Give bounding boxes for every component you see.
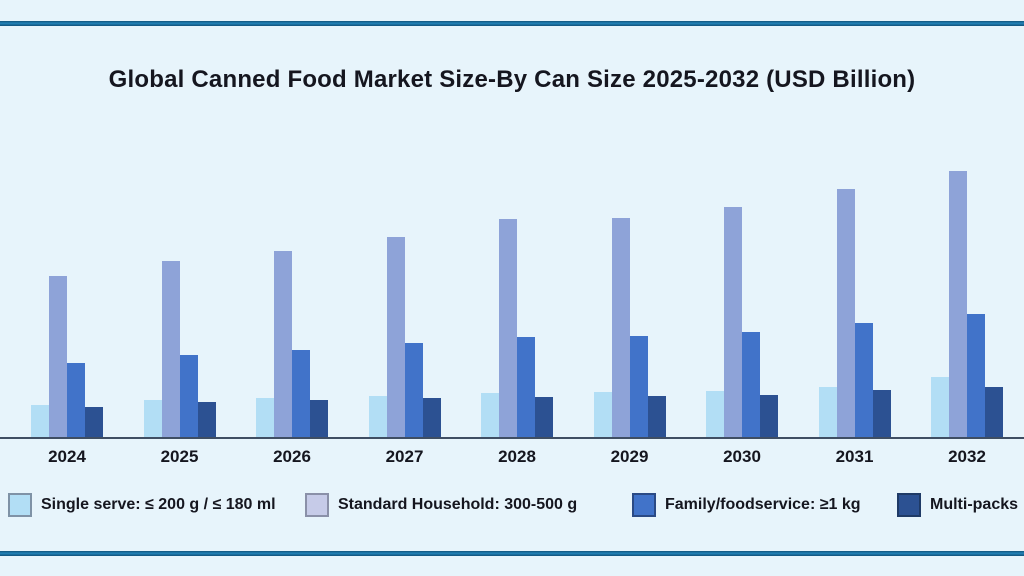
bar-group-2030 — [706, 207, 778, 437]
legend-swatch-multi-packs — [897, 493, 921, 517]
bar — [985, 387, 1003, 437]
legend-swatch-family-foodservice — [632, 493, 656, 517]
bar — [611, 218, 630, 437]
bar — [742, 332, 760, 437]
bar — [481, 393, 499, 437]
bar-group-2028 — [481, 219, 553, 437]
x-axis-line — [0, 437, 1024, 439]
bar — [931, 377, 949, 437]
bar — [67, 363, 85, 437]
x-axis-label-2032: 2032 — [948, 447, 986, 466]
x-axis-label-2028: 2028 — [498, 447, 536, 466]
bar — [49, 276, 67, 437]
bar-group-2031 — [818, 189, 891, 437]
bar — [197, 402, 216, 437]
bar — [422, 398, 441, 437]
legend-label-family-foodservice: Family/foodservice: ≥1 kg — [665, 496, 861, 513]
bar — [499, 219, 517, 437]
bar — [310, 400, 328, 437]
legend-item-multi-packs: Multi-packs — [897, 493, 1018, 517]
bar — [85, 407, 103, 437]
bar-group-2032 — [931, 171, 1003, 437]
legend-item-single-serve: Single serve: ≤ 200 g / ≤ 180 ml — [8, 493, 276, 517]
bar-group-2026 — [256, 251, 328, 437]
bar — [593, 392, 612, 437]
x-axis-label-2030: 2030 — [723, 447, 761, 466]
bar — [629, 336, 648, 437]
bar-group-2029 — [593, 218, 666, 437]
bar — [872, 390, 891, 437]
bar — [31, 405, 49, 437]
chart-title: Global Canned Food Market Size-By Can Si… — [108, 66, 916, 93]
legend-label-multi-packs: Multi-packs — [930, 496, 1019, 513]
bar — [143, 400, 162, 437]
top-divider-rule — [0, 21, 1024, 26]
bar — [836, 189, 855, 437]
legend-label-standard-household: Standard Household: 300-500 g — [338, 496, 578, 513]
bar — [760, 395, 778, 437]
x-axis-label-2027: 2027 — [385, 447, 424, 466]
bar — [386, 237, 405, 437]
bar — [724, 207, 742, 437]
bar — [368, 396, 387, 437]
bar-group-2027 — [368, 237, 441, 437]
bar — [535, 397, 553, 437]
bar — [647, 396, 666, 437]
x-axis-label-2024: 2024 — [48, 447, 86, 466]
bar — [161, 261, 180, 437]
bar — [256, 398, 274, 437]
bar — [179, 355, 198, 437]
bottom-divider-rule — [0, 551, 1024, 556]
legend-item-standard-household: Standard Household: 300-500 g — [305, 493, 577, 517]
bar — [949, 171, 967, 437]
bar-group-2025 — [143, 261, 216, 437]
legend-label-single-serve: Single serve: ≤ 200 g / ≤ 180 ml — [41, 496, 276, 513]
bar — [854, 323, 873, 437]
bar — [517, 337, 535, 437]
bar — [404, 343, 423, 437]
legend-swatch-single-serve — [8, 493, 32, 517]
bar — [274, 251, 292, 437]
x-axis-label-2029: 2029 — [610, 447, 649, 466]
bar — [292, 350, 310, 437]
x-axis-label-2026: 2026 — [273, 447, 311, 466]
x-axis-label-2031: 2031 — [835, 447, 874, 466]
legend-swatch-standard-household — [305, 493, 329, 517]
bar — [967, 314, 985, 437]
bar-group-2024 — [31, 276, 103, 437]
x-axis-label-2025: 2025 — [160, 447, 199, 466]
bar — [818, 387, 837, 437]
bar — [706, 391, 724, 437]
legend-item-family-foodservice: Family/foodservice: ≥1 kg — [632, 493, 861, 517]
